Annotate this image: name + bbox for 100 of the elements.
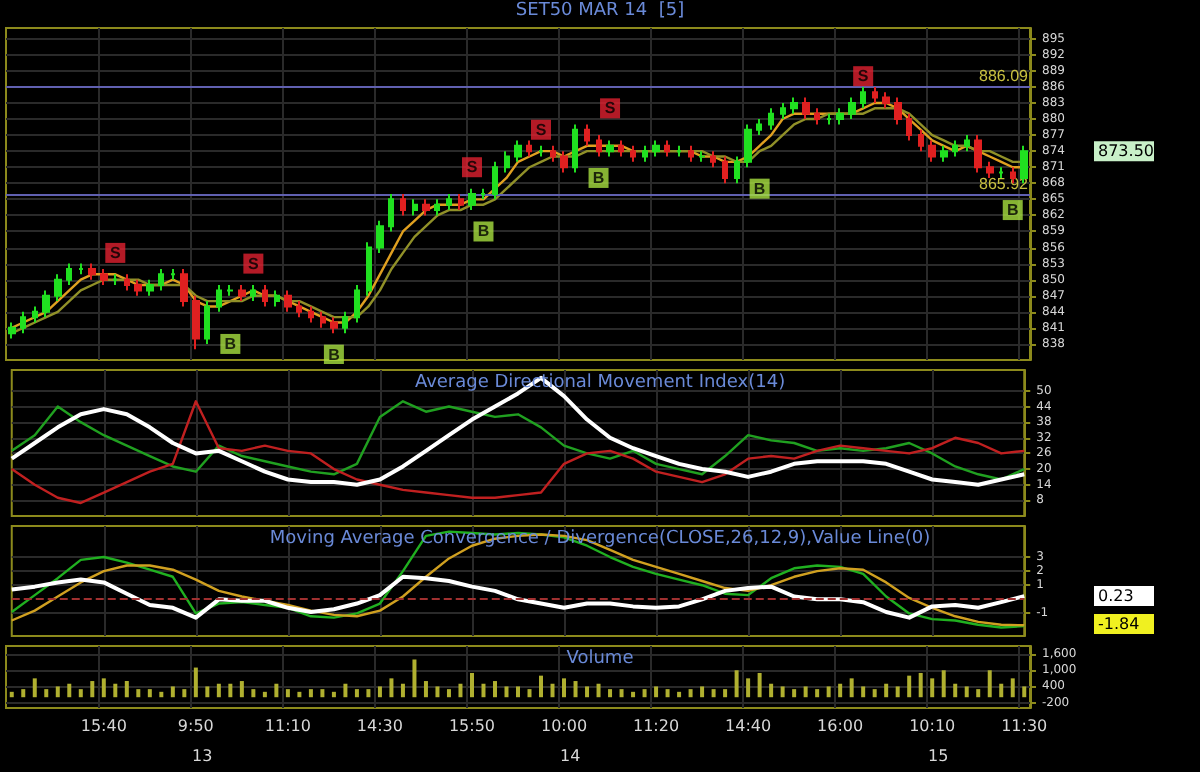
data-label: S <box>109 243 122 262</box>
bar <box>665 689 670 698</box>
bar <box>216 683 221 698</box>
candlestick <box>756 118 762 137</box>
candlestick <box>192 294 200 351</box>
bar <box>1022 686 1027 698</box>
candlestick <box>422 198 430 217</box>
line-series <box>10 400 1026 505</box>
bar <box>136 689 141 698</box>
x-tick-label: 10:10 <box>909 717 956 735</box>
candlestick <box>538 144 544 158</box>
bar <box>941 670 946 698</box>
candlestick <box>42 289 50 319</box>
bar <box>987 670 992 698</box>
bar <box>769 683 774 698</box>
candlestick <box>308 305 314 324</box>
bar <box>67 683 72 698</box>
candlestick <box>986 160 994 179</box>
candlestick <box>802 96 810 121</box>
candlestick <box>88 262 96 281</box>
bar <box>723 689 728 698</box>
candlestick <box>78 262 84 276</box>
candlestick <box>974 134 982 174</box>
bar <box>573 681 578 698</box>
data-label: B <box>1006 201 1019 220</box>
candlestick <box>584 123 590 147</box>
candlestick <box>952 139 958 158</box>
bar <box>700 686 705 698</box>
bar <box>55 686 60 698</box>
bar <box>930 678 935 698</box>
candlestick <box>998 166 1004 179</box>
bar <box>423 681 428 698</box>
candlestick <box>504 150 510 174</box>
candlestick <box>274 289 280 308</box>
candlestick <box>894 96 902 126</box>
candlestick <box>400 193 406 217</box>
candlestick <box>20 310 26 335</box>
bar <box>596 683 601 698</box>
candlestick <box>768 107 774 131</box>
x-tick-label: 14:30 <box>356 717 403 735</box>
bar <box>999 683 1004 698</box>
candlestick <box>468 187 476 212</box>
bar <box>884 683 889 698</box>
candlestick <box>734 155 740 185</box>
bar <box>193 667 198 698</box>
bar <box>976 689 981 698</box>
bar <box>562 678 567 698</box>
candlestick <box>918 128 924 153</box>
candlestick <box>66 262 72 287</box>
candlestick <box>376 219 384 254</box>
bar <box>746 678 751 698</box>
bar <box>734 670 739 698</box>
bar <box>619 689 624 698</box>
candlestick <box>112 273 118 287</box>
data-label: B <box>592 168 605 187</box>
candlestick <box>170 267 176 281</box>
bar <box>826 686 831 698</box>
bar <box>550 683 555 698</box>
candlestick <box>906 112 912 142</box>
candlestick <box>134 278 142 297</box>
x-tick-label: 15:50 <box>448 717 496 735</box>
x-tick-label: 10:00 <box>540 717 588 735</box>
candlestick <box>204 300 210 345</box>
candlestick <box>412 198 418 217</box>
line-series <box>10 400 1026 481</box>
text: 14 <box>560 747 581 765</box>
bar <box>331 691 336 698</box>
bar <box>113 683 118 698</box>
bar <box>815 689 820 698</box>
data-label: S <box>248 254 261 273</box>
candlestick <box>630 144 636 163</box>
bar <box>308 689 313 698</box>
candlestick <box>710 150 716 169</box>
bar <box>205 686 210 698</box>
candlestick <box>100 267 108 287</box>
bar <box>435 686 440 698</box>
candlestick <box>596 134 602 158</box>
bar <box>412 659 417 698</box>
bar <box>1010 678 1015 698</box>
bar <box>895 686 900 698</box>
bar <box>918 672 923 698</box>
candlestick <box>642 144 648 163</box>
x-tick-label: 11:10 <box>264 717 311 735</box>
bar <box>964 686 969 698</box>
bar <box>838 683 843 698</box>
candlestick <box>664 139 670 158</box>
candlestick <box>492 160 498 201</box>
bar <box>492 681 497 698</box>
bar <box>44 689 49 698</box>
line-series <box>9 574 1027 620</box>
candlestick <box>826 112 832 126</box>
bar <box>377 686 382 698</box>
candlestick <box>296 300 302 319</box>
x-tick-label: 11:30 <box>1001 717 1048 735</box>
bar <box>631 691 636 698</box>
bar <box>654 686 659 698</box>
x-tick-label: 9:50 <box>177 717 214 735</box>
x-tick-label: 14:40 <box>725 717 772 735</box>
candlestick <box>526 139 532 158</box>
bar <box>124 681 129 698</box>
